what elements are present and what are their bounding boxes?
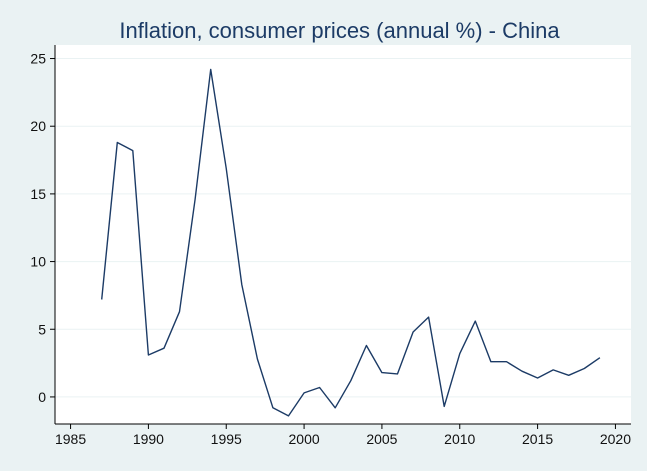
data-point: [333, 406, 337, 410]
data-point: [473, 319, 477, 323]
y-tick-label: 0: [38, 389, 46, 405]
data-point: [598, 356, 602, 360]
data-point: [567, 373, 571, 377]
data-point: [318, 385, 322, 389]
data-point: [520, 369, 524, 373]
data-point: [287, 414, 291, 418]
data-point: [209, 67, 213, 71]
data-point: [302, 391, 306, 395]
data-point: [551, 368, 555, 372]
data-point: [395, 372, 399, 376]
data-point: [100, 297, 104, 301]
data-point: [146, 353, 150, 357]
data-point: [131, 149, 135, 153]
y-tick-label: 5: [38, 321, 46, 337]
x-tick-label: 1995: [211, 431, 242, 447]
x-tick-label: 1985: [55, 431, 86, 447]
y-tick-label: 15: [30, 186, 46, 202]
data-point: [458, 352, 462, 356]
data-point: [349, 379, 353, 383]
data-point: [536, 376, 540, 380]
plot-area: [55, 45, 631, 424]
data-point: [255, 357, 259, 361]
y-tick-label: 20: [30, 118, 46, 134]
x-tick-label: 2005: [366, 431, 397, 447]
y-tick-label: 25: [30, 51, 46, 67]
data-point: [504, 360, 508, 364]
data-point: [240, 283, 244, 287]
data-point: [224, 166, 228, 170]
data-point: [427, 315, 431, 319]
data-point: [489, 360, 493, 364]
data-point: [411, 330, 415, 334]
data-point: [162, 346, 166, 350]
x-tick-label: 2015: [522, 431, 553, 447]
x-tick-label: 2000: [289, 431, 320, 447]
data-point: [582, 367, 586, 371]
data-point: [380, 371, 384, 375]
data-point: [271, 406, 275, 410]
series-line: [101, 68, 601, 417]
data-point: [115, 140, 119, 144]
chart-title: Inflation, consumer prices (annual %) - …: [119, 18, 560, 43]
x-tick-label: 2010: [444, 431, 475, 447]
data-point: [442, 404, 446, 408]
data-point: [364, 343, 368, 347]
data-point: [193, 197, 197, 201]
x-tick-label: 1990: [133, 431, 164, 447]
data-point: [178, 310, 182, 314]
y-tick-label: 10: [30, 254, 46, 270]
x-tick-label: 2020: [600, 431, 631, 447]
